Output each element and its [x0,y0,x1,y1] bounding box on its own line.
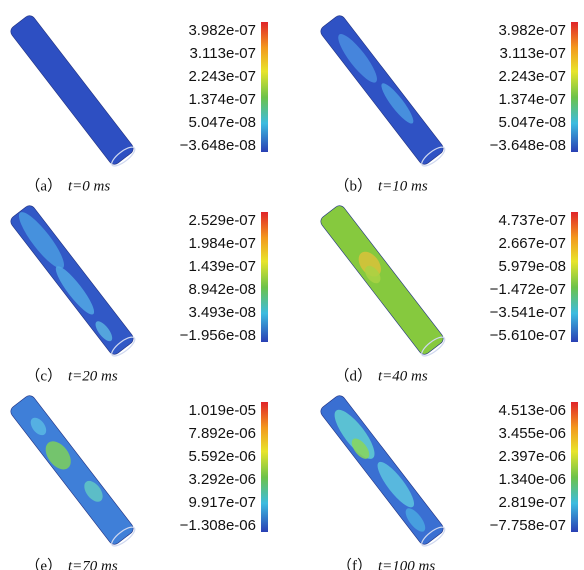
tube-body [318,13,445,166]
panel: 4.513e-06 3.455e-06 2.397e-06 1.340e-06 2.81… [318,393,578,570]
colorbar-label: −5.610e-07 [490,327,566,344]
caption-time: t=40 ms [378,368,428,384]
colorbar-label: −3.648e-08 [490,137,566,154]
tube [318,13,447,169]
colorbar-label: 2.243e-07 [188,68,256,85]
panel: 3.982e-07 3.113e-07 2.243e-07 1.374e-07 5.04… [8,13,268,194]
tube [318,203,447,359]
caption-letter: （f） [337,557,372,570]
caption-time: t=0 ms [68,178,110,194]
colorbar-label: −7.758e-07 [490,517,566,534]
caption-letter: （b） [334,177,372,194]
colorbar-label: 3.982e-07 [498,22,566,39]
panel: 4.737e-07 2.667e-07 5.979e-08 −1.472e-07 −3.… [318,203,578,384]
colorbar-label: −3.648e-08 [180,137,256,154]
colorbar [261,22,268,152]
colorbar-label: 9.917e-07 [188,494,256,511]
colorbar-label: 5.047e-08 [188,114,256,131]
colorbar-label: 2.667e-07 [498,235,566,252]
panel: 2.529e-07 1.984e-07 1.439e-07 8.942e-08 3.49… [8,203,268,384]
colorbar-label: 1.374e-07 [498,91,566,108]
caption-time: t=100 ms [378,558,435,570]
caption-letter: （d） [334,367,372,384]
colorbar-label: −3.541e-07 [490,304,566,321]
caption-time: t=20 ms [68,368,118,384]
panel: 3.982e-07 3.113e-07 2.243e-07 1.374e-07 5.04… [318,13,578,194]
tube-body [8,13,135,166]
colorbar-label: −1.308e-06 [180,517,256,534]
colorbar-label: 1.374e-07 [188,91,256,108]
tube [8,203,137,359]
colorbar-label: −1.472e-07 [490,281,566,298]
colorbar-label: 3.455e-06 [498,425,566,442]
colorbar-label: 7.892e-06 [188,425,256,442]
colorbar [261,402,268,532]
panel: 1.019e-05 7.892e-06 5.592e-06 3.292e-06 9.91… [8,393,268,570]
caption-letter: （e） [25,557,62,570]
colorbar-label: 2.397e-06 [498,448,566,465]
colorbar-label: 3.493e-08 [188,304,256,321]
colorbar-label: 3.113e-07 [190,45,256,62]
colorbar-label: 2.243e-07 [498,68,566,85]
colorbar-label: 3.113e-07 [500,45,566,62]
colorbar-label: 4.737e-07 [498,212,566,229]
colorbar-label: 1.019e-05 [188,402,256,419]
caption-letter: （a） [25,177,62,194]
caption-time: t=10 ms [378,178,428,194]
colorbar-label: 5.979e-08 [498,258,566,275]
tube [8,13,137,169]
colorbar-label: 2.819e-07 [498,494,566,511]
tube-body [8,393,135,546]
caption-time: t=70 ms [68,558,118,570]
colorbar-label: 1.439e-07 [188,258,256,275]
colorbar-label: 5.047e-08 [498,114,566,131]
colorbar-label: 2.529e-07 [188,212,256,229]
colorbar [571,22,578,152]
colorbar-label: 5.592e-06 [188,448,256,465]
figure: 3.982e-07 3.113e-07 2.243e-07 1.374e-07 5.04… [0,0,584,570]
tube-body [318,203,445,356]
colorbar-label: 4.513e-06 [498,402,566,419]
tube [318,393,447,549]
colorbar-label: 8.942e-08 [188,281,256,298]
colorbar-label: 1.340e-06 [498,471,566,488]
colorbar [261,212,268,342]
colorbar-label: 3.292e-06 [188,471,256,488]
colorbar-label: 3.982e-07 [188,22,256,39]
colorbar [571,402,578,532]
colorbar-label: 1.984e-07 [188,235,256,252]
colorbar [571,212,578,342]
tube [8,393,137,549]
colorbar-label: −1.956e-08 [180,327,256,344]
caption-letter: （c） [25,367,62,384]
